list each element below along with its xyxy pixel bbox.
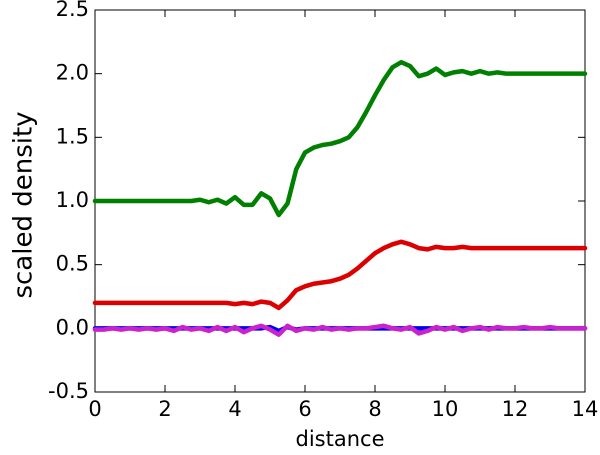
y-tick-label: 1.5 [56,124,89,148]
x-tick-label: 10 [432,397,459,421]
x-tick-label: 4 [228,397,241,421]
y-tick-label: -0.5 [48,379,89,403]
x-tick-label: 14 [572,397,599,421]
x-tick-label: 12 [502,397,529,421]
x-tick-label: 2 [158,397,171,421]
x-axis-label: distance [296,427,385,451]
x-tick-label: 6 [298,397,311,421]
x-tick-label: 8 [368,397,381,421]
y-tick-label: 1.0 [56,188,89,212]
y-tick-label: 2.5 [56,0,89,21]
series-line [92,323,588,337]
y-tick-label: 0.0 [56,315,89,339]
series-line [92,59,588,218]
x-tick-label: 0 [88,397,101,421]
y-tick-label: 2.0 [56,61,89,85]
y-axis-label: scaled density [9,111,39,298]
series-line [92,239,588,311]
y-tick-label: 0.5 [56,252,89,276]
